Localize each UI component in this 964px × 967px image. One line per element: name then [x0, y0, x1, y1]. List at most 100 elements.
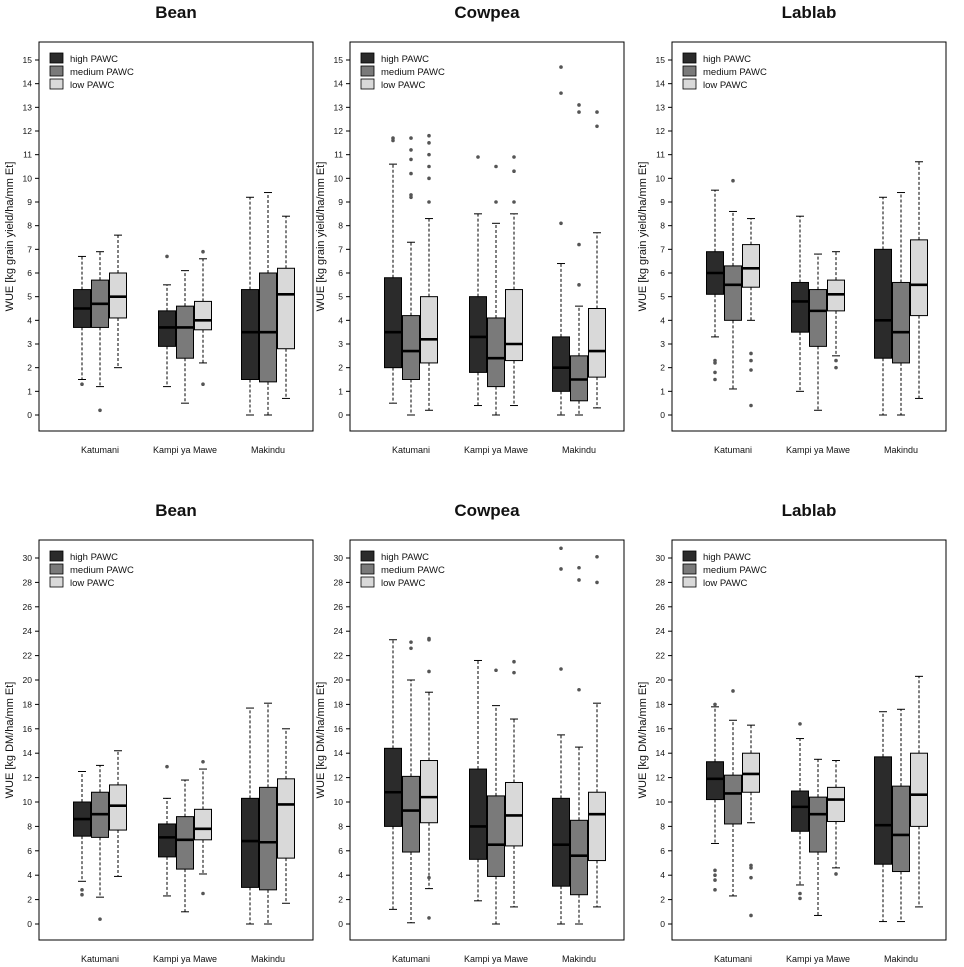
y-tick-label: 2: [338, 895, 343, 905]
x-tick-label: Kampi ya Mawe: [153, 954, 217, 964]
iqr-box: [420, 296, 438, 364]
outlier-point: [749, 368, 753, 372]
y-tick-label: 0: [27, 919, 32, 929]
box-kampi-ya-mawe-medium: [176, 270, 194, 404]
legend-swatch: [682, 65, 697, 77]
y-tick-label: 14: [656, 79, 666, 89]
box-katumani-high: [706, 702, 724, 892]
y-tick-label: 4: [27, 870, 32, 880]
box-katumani-low: [742, 218, 760, 408]
outlier-point: [713, 888, 717, 892]
y-tick-label: 8: [660, 221, 665, 231]
x-tick-label: Katumani: [81, 445, 119, 455]
legend-swatch: [360, 563, 375, 575]
box-makindu-high: [241, 707, 259, 925]
y-tick-label: 12: [23, 773, 33, 783]
box-kampi-ya-mawe-high: [469, 659, 487, 902]
box-katumani-medium: [91, 251, 109, 413]
outlier-point: [559, 221, 563, 226]
legend-entry: medium PAWC: [381, 67, 445, 78]
y-tick-label: 20: [656, 675, 666, 685]
legend-entry: high PAWC: [703, 54, 751, 65]
legend-swatch: [682, 576, 697, 588]
y-tick-label: 10: [334, 797, 344, 807]
plot-frame: [349, 41, 625, 432]
x-tick-label: Katumani: [714, 954, 752, 964]
outlier-point: [577, 283, 581, 287]
y-tick-label: 0: [27, 410, 32, 420]
iqr-box: [874, 756, 892, 865]
iqr-box: [552, 336, 570, 392]
outlier-point: [427, 916, 431, 920]
outlier-point: [512, 155, 516, 159]
box-katumani-high: [73, 771, 91, 897]
y-tick-label: 24: [23, 626, 33, 636]
y-tick-label: 4: [27, 315, 32, 325]
box-makindu-medium: [259, 702, 277, 925]
outlier-point: [749, 863, 753, 868]
outlier-point: [512, 659, 516, 664]
outlier-point: [427, 636, 431, 641]
y-tick-label: 6: [660, 268, 665, 278]
box-katumani-low: [109, 234, 127, 369]
outlier-point: [577, 103, 581, 107]
y-tick-label: 16: [23, 724, 33, 734]
legend-entry: high PAWC: [70, 54, 118, 65]
iqr-box: [241, 797, 259, 888]
box-makindu-high: [552, 546, 570, 925]
iqr-box: [384, 277, 402, 369]
y-tick-label: 4: [338, 870, 343, 880]
outlier-point: [201, 891, 205, 896]
x-tick-label: Kampi ya Mawe: [786, 954, 850, 964]
outlier-point: [834, 358, 838, 363]
box-katumani-low: [420, 636, 438, 920]
outlier-point: [409, 157, 413, 162]
box-kampi-ya-mawe-medium: [487, 164, 505, 416]
x-tick-label: Makindu: [251, 445, 285, 455]
outlier-point: [595, 110, 599, 114]
box-makindu-high: [874, 196, 892, 416]
iqr-box: [706, 761, 724, 801]
box-kampi-ya-mawe-high: [469, 155, 487, 407]
box-makindu-high: [552, 65, 570, 416]
panel-title: Cowpea: [454, 501, 520, 520]
plot-frame: [349, 539, 625, 941]
y-axis-label: WUE [kg grain yield/ha/mm Et]: [4, 162, 16, 312]
iqr-box: [402, 775, 420, 853]
iqr-box: [259, 786, 277, 891]
iqr-box: [402, 315, 420, 381]
outlier-point: [798, 722, 802, 726]
outlier-point: [731, 178, 735, 183]
y-tick-label: 13: [334, 102, 344, 112]
box-katumani-medium: [402, 640, 420, 924]
iqr-box: [469, 296, 487, 373]
box-kampi-ya-mawe-low: [194, 249, 212, 387]
y-tick-label: 10: [334, 173, 344, 183]
legend-swatch: [360, 65, 375, 77]
box-makindu-high: [874, 711, 892, 923]
y-tick-label: 12: [656, 773, 666, 783]
y-tick-label: 3: [27, 339, 32, 349]
box-katumani-low: [109, 750, 127, 877]
y-tick-label: 16: [334, 724, 344, 734]
box-katumani-low: [420, 133, 438, 411]
plot-frame: [671, 539, 947, 941]
y-tick-label: 14: [334, 79, 344, 89]
box-kampi-ya-mawe-low: [827, 760, 845, 876]
legend-entry: medium PAWC: [703, 565, 767, 576]
y-tick-label: 10: [23, 173, 33, 183]
outlier-point: [512, 670, 516, 675]
legend-entry: high PAWC: [381, 54, 429, 65]
iqr-box: [874, 248, 892, 359]
iqr-box: [892, 785, 910, 873]
y-tick-label: 22: [23, 651, 33, 661]
panel-title: Lablab: [782, 3, 837, 22]
legend-swatch: [49, 65, 64, 77]
iqr-box: [194, 808, 212, 841]
iqr-box: [809, 796, 827, 853]
box-katumani-high: [384, 136, 402, 404]
y-tick-label: 12: [334, 126, 344, 136]
x-tick-label: Makindu: [884, 445, 918, 455]
